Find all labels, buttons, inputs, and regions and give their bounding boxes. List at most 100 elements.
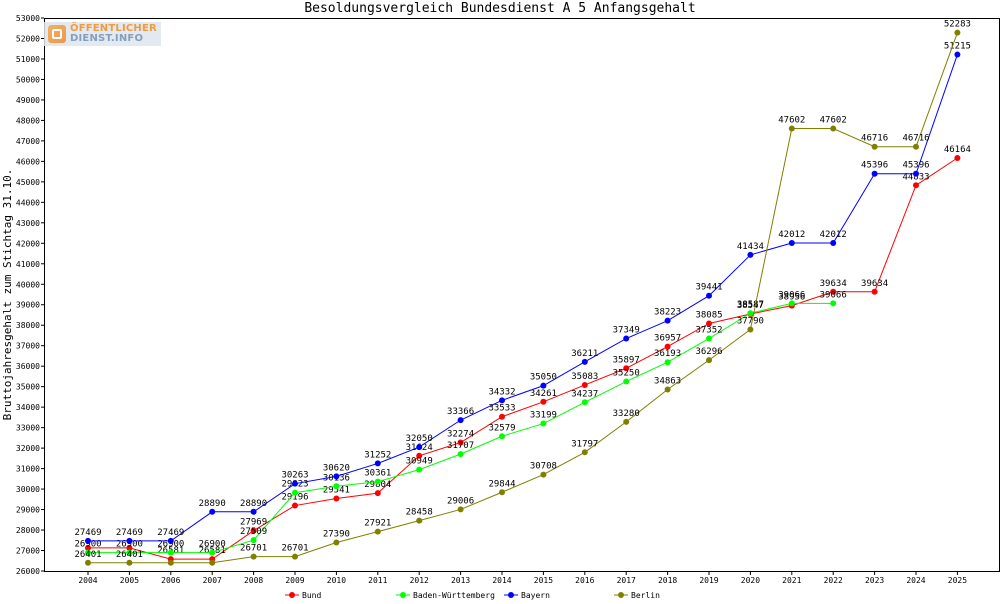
x-tick-label: 2005: [120, 576, 139, 585]
x-tick-label: 2022: [824, 576, 843, 585]
data-point: [499, 489, 505, 496]
data-point: [540, 398, 547, 405]
y-tick-label: 41000: [16, 260, 40, 269]
data-point: [499, 397, 505, 404]
y-tick-label: 35000: [16, 383, 40, 392]
data-point: [954, 155, 961, 162]
data-label: 51215: [944, 42, 971, 52]
y-tick-label: 30000: [16, 485, 40, 494]
legend-swatch-marker: [508, 592, 514, 598]
x-tick-label: 2017: [617, 576, 636, 585]
data-point: [416, 466, 423, 473]
data-label: 28458: [406, 508, 433, 518]
data-point: [830, 288, 837, 295]
data-label: 26900: [116, 540, 143, 550]
data-label: 27390: [323, 530, 350, 540]
data-label: 38587: [737, 300, 764, 310]
data-label: 52283: [944, 20, 971, 30]
data-label: 38085: [695, 310, 722, 320]
data-point: [540, 471, 547, 478]
data-point: [457, 439, 464, 446]
y-tick-label: 44000: [16, 198, 40, 207]
y-tick-label: 38000: [16, 321, 40, 330]
data-point: [416, 517, 423, 524]
data-label: 26900: [74, 540, 101, 550]
data-label: 30620: [323, 463, 350, 473]
data-label: 32050: [406, 434, 433, 444]
data-label: 37349: [613, 326, 640, 336]
data-label: 34863: [654, 376, 681, 386]
y-axis-label: Bruttojahresgehalt zum Stichtag 31.10.: [1, 169, 14, 421]
data-point: [706, 292, 712, 299]
site-logo: ÖFFENTLICHER DIENST.INFO: [44, 22, 161, 46]
x-tick-label: 2020: [741, 576, 760, 585]
x-tick-label: 2025: [948, 576, 967, 585]
data-point: [871, 170, 878, 177]
data-label: 39634: [861, 279, 888, 289]
data-label: 36296: [695, 347, 722, 357]
data-label: 27469: [157, 528, 184, 538]
data-point: [250, 527, 257, 534]
y-tick-label: 43000: [16, 219, 40, 228]
data-label: 47602: [820, 116, 847, 126]
data-point: [664, 359, 671, 366]
data-label: 27469: [74, 528, 101, 538]
data-label: 33366: [447, 407, 474, 417]
x-tick-label: 2010: [327, 576, 346, 585]
data-label: 32274: [447, 429, 474, 439]
data-point: [747, 310, 754, 317]
data-point: [747, 251, 754, 258]
data-label: 29196: [281, 493, 308, 503]
data-point: [664, 343, 671, 350]
data-point: [830, 125, 837, 132]
y-tick-label: 36000: [16, 362, 40, 371]
data-label: 39066: [820, 290, 847, 300]
data-point: [416, 452, 423, 459]
data-label: 27921: [364, 519, 391, 529]
data-point: [499, 413, 505, 420]
y-tick-label: 32000: [16, 444, 40, 453]
data-point: [457, 506, 464, 513]
data-label: 38547: [737, 301, 764, 311]
data-point: [292, 553, 298, 560]
data-point: [333, 473, 340, 480]
data-label: 33533: [488, 404, 515, 414]
data-point: [374, 490, 381, 497]
y-tick-label: 52000: [16, 34, 40, 43]
data-point: [457, 451, 464, 458]
data-point: [499, 433, 505, 440]
data-label: 35897: [613, 355, 640, 365]
data-point: [788, 300, 795, 307]
data-point: [167, 559, 174, 566]
data-label: 46716: [861, 134, 888, 144]
data-point: [167, 549, 174, 556]
data-label: 36211: [571, 349, 598, 359]
data-label: 26900: [199, 540, 226, 550]
y-tick-label: 27000: [16, 547, 40, 556]
data-point: [747, 326, 754, 333]
data-point: [623, 418, 630, 425]
series-line-0: [88, 157, 958, 560]
y-tick-label: 53000: [16, 14, 40, 23]
legend-swatch-marker: [618, 592, 624, 598]
data-point: [913, 182, 919, 189]
data-point: [540, 420, 547, 427]
data-point: [250, 553, 257, 560]
x-tick-label: 2004: [78, 576, 97, 585]
y-tick-label: 40000: [16, 280, 40, 289]
legend-label: Baden-Württemberg: [413, 591, 495, 600]
data-point: [581, 449, 588, 456]
y-tick-label: 28000: [16, 526, 40, 535]
data-label: 35083: [571, 372, 598, 382]
x-tick-label: 2023: [865, 576, 884, 585]
data-label: 27509: [240, 527, 267, 537]
data-label: 28890: [199, 499, 226, 509]
data-point: [540, 382, 547, 389]
x-tick-label: 2006: [161, 576, 180, 585]
data-point: [706, 357, 712, 364]
data-point: [871, 143, 878, 150]
x-tick-label: 2019: [699, 576, 718, 585]
y-tick-label: 31000: [16, 465, 40, 474]
data-label: 36193: [654, 349, 681, 359]
